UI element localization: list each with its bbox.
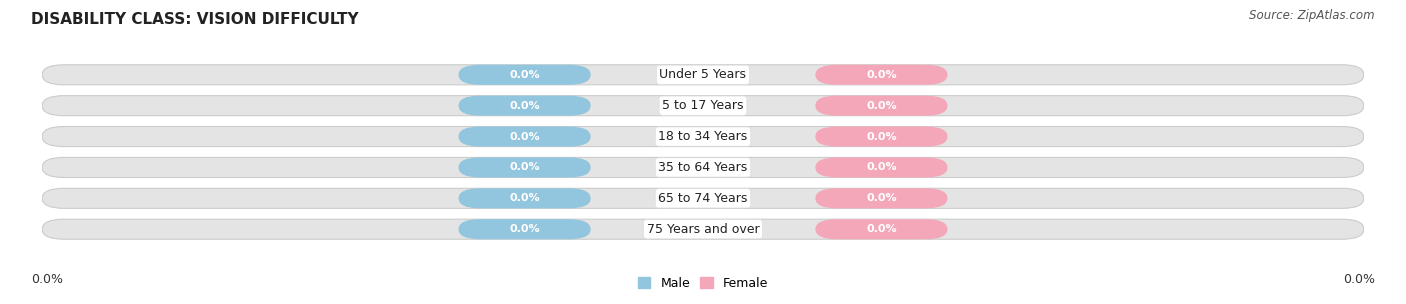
FancyBboxPatch shape: [42, 188, 1364, 208]
FancyBboxPatch shape: [815, 96, 948, 116]
FancyBboxPatch shape: [815, 126, 948, 147]
Text: 5 to 17 Years: 5 to 17 Years: [662, 99, 744, 112]
Text: 75 Years and over: 75 Years and over: [647, 223, 759, 236]
FancyBboxPatch shape: [458, 157, 591, 178]
Text: 0.0%: 0.0%: [509, 224, 540, 234]
FancyBboxPatch shape: [815, 157, 948, 178]
FancyBboxPatch shape: [458, 96, 591, 116]
Text: 0.0%: 0.0%: [866, 193, 897, 203]
Text: 0.0%: 0.0%: [866, 224, 897, 234]
Text: 0.0%: 0.0%: [509, 193, 540, 203]
Text: 0.0%: 0.0%: [866, 70, 897, 80]
Legend: Male, Female: Male, Female: [633, 272, 773, 295]
Text: 0.0%: 0.0%: [509, 101, 540, 111]
FancyBboxPatch shape: [458, 188, 591, 208]
Text: DISABILITY CLASS: VISION DIFFICULTY: DISABILITY CLASS: VISION DIFFICULTY: [31, 12, 359, 27]
FancyBboxPatch shape: [42, 219, 1364, 239]
Text: 0.0%: 0.0%: [509, 162, 540, 172]
FancyBboxPatch shape: [458, 219, 591, 239]
Text: 18 to 34 Years: 18 to 34 Years: [658, 130, 748, 143]
FancyBboxPatch shape: [42, 65, 1364, 85]
FancyBboxPatch shape: [42, 126, 1364, 147]
FancyBboxPatch shape: [815, 188, 948, 208]
Text: 35 to 64 Years: 35 to 64 Years: [658, 161, 748, 174]
Text: Under 5 Years: Under 5 Years: [659, 68, 747, 81]
Text: 0.0%: 0.0%: [1343, 273, 1375, 286]
Text: 0.0%: 0.0%: [509, 70, 540, 80]
Text: 0.0%: 0.0%: [509, 132, 540, 142]
Text: 0.0%: 0.0%: [866, 162, 897, 172]
Text: 0.0%: 0.0%: [31, 273, 63, 286]
Text: 65 to 74 Years: 65 to 74 Years: [658, 192, 748, 205]
FancyBboxPatch shape: [42, 157, 1364, 178]
Text: 0.0%: 0.0%: [866, 132, 897, 142]
FancyBboxPatch shape: [815, 65, 948, 85]
Text: Source: ZipAtlas.com: Source: ZipAtlas.com: [1250, 9, 1375, 22]
Text: 0.0%: 0.0%: [866, 101, 897, 111]
FancyBboxPatch shape: [42, 96, 1364, 116]
FancyBboxPatch shape: [458, 126, 591, 147]
FancyBboxPatch shape: [458, 65, 591, 85]
FancyBboxPatch shape: [815, 219, 948, 239]
